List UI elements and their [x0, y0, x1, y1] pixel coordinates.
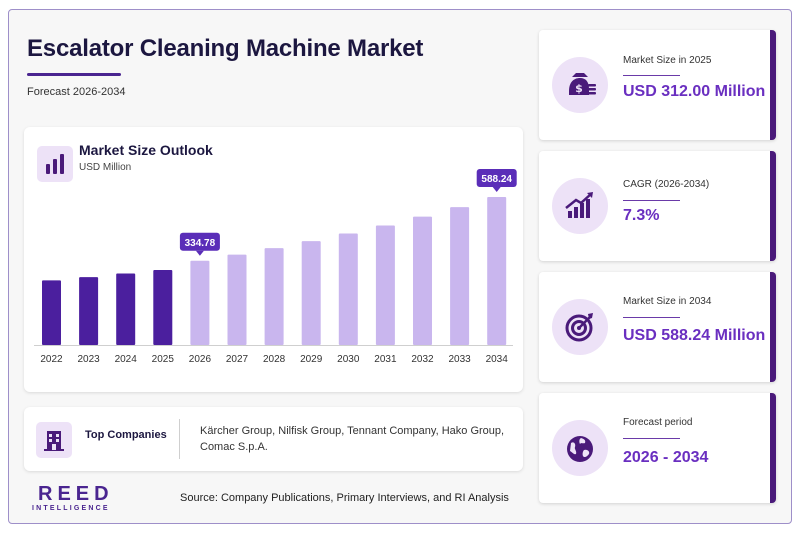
bar-2025 [153, 270, 173, 345]
x-tick-2026: 2026 [189, 354, 212, 365]
company-list: Kärcher Group, Nilfisk Group, Tennant Co… [200, 425, 505, 453]
building-icon [36, 422, 72, 458]
top-companies-card: Top Companies Kärcher Group, Nilfisk Gro… [24, 407, 523, 471]
kpi-underline [623, 438, 680, 439]
bar-2024 [116, 273, 136, 345]
kpi-card-market-size-2025: $ Market Size in 2025 USD 312.00 Million [539, 30, 776, 140]
bar-2030 [338, 233, 358, 345]
x-tick-2032: 2032 [411, 354, 434, 365]
data-label-2026: 334.78 [179, 232, 220, 256]
x-tick-2034: 2034 [486, 354, 509, 365]
x-tick-2024: 2024 [115, 354, 138, 365]
data-label-2034: 588.24 [476, 168, 517, 192]
kpi-underline [623, 200, 680, 201]
x-tick-2029: 2029 [300, 354, 323, 365]
bar-2028 [264, 248, 284, 345]
x-tick-2033: 2033 [448, 354, 471, 365]
page-title: Escalator Cleaning Machine Market [27, 35, 424, 62]
kpi-label: Market Size in 2025 [623, 55, 712, 66]
bar-2027 [227, 254, 247, 345]
logo-tagline: INTELLIGENCE [32, 505, 110, 512]
bar-2031 [375, 225, 395, 345]
bar-2033 [450, 207, 470, 345]
bar-2032 [413, 216, 432, 345]
bar-2026 [190, 260, 210, 345]
svg-text:588.24: 588.24 [481, 174, 512, 185]
kpi-label: Market Size in 2034 [623, 296, 712, 307]
kpi-card-forecast-period: Forecast period 2026 - 2034 [539, 393, 776, 503]
title-underline [27, 73, 121, 76]
x-tick-2031: 2031 [374, 354, 397, 365]
source-note: Source: Company Publications, Primary In… [180, 492, 509, 504]
globe-icon [552, 420, 608, 476]
x-tick-2030: 2030 [337, 354, 360, 365]
target-icon [552, 299, 608, 355]
kpi-label: CAGR (2026-2034) [623, 179, 710, 190]
kpi-value: 7.3% [623, 207, 660, 224]
kpi-card-market-size-2034: Market Size in 2034 USD 588.24 Million [539, 272, 776, 382]
growth-chart-icon [552, 178, 608, 234]
svg-text:334.78: 334.78 [185, 238, 216, 249]
top-companies-label: Top Companies [85, 429, 167, 441]
logo-wordmark: REED [38, 483, 114, 505]
kpi-card-cagr: CAGR (2026-2034) 7.3% [539, 151, 776, 261]
page-subtitle: Forecast 2026-2034 [27, 86, 126, 98]
kpi-underline [623, 317, 680, 318]
x-tick-2022: 2022 [40, 354, 63, 365]
x-tick-2028: 2028 [263, 354, 286, 365]
divider [179, 419, 180, 459]
chart-title: Market Size Outlook [79, 142, 213, 158]
money-bag-icon: $ [552, 57, 608, 113]
bar-2023 [79, 277, 99, 345]
kpi-value: 2026 - 2034 [623, 449, 709, 466]
x-tick-2023: 2023 [77, 354, 100, 365]
bar-2029 [301, 241, 321, 345]
x-tick-2027: 2027 [226, 354, 249, 365]
kpi-label: Forecast period [623, 417, 693, 428]
chart-unit: USD Million [79, 162, 132, 173]
svg-text:$: $ [575, 82, 583, 95]
chart-card: Market Size Outlook USD Million 2022 2023… [24, 127, 523, 392]
kpi-value: USD 312.00 Million [623, 83, 766, 100]
x-tick-2025: 2025 [152, 354, 175, 365]
kpi-underline [623, 75, 680, 76]
bar-2034 [487, 196, 507, 345]
bar-2022 [42, 280, 61, 345]
kpi-value: USD 588.24 Million [623, 327, 766, 344]
bar-chart-icon [37, 146, 73, 182]
bar-chart: 2022 2023 2024 2025 2026 334.78 2027 2028 2029 20… [34, 168, 517, 365]
